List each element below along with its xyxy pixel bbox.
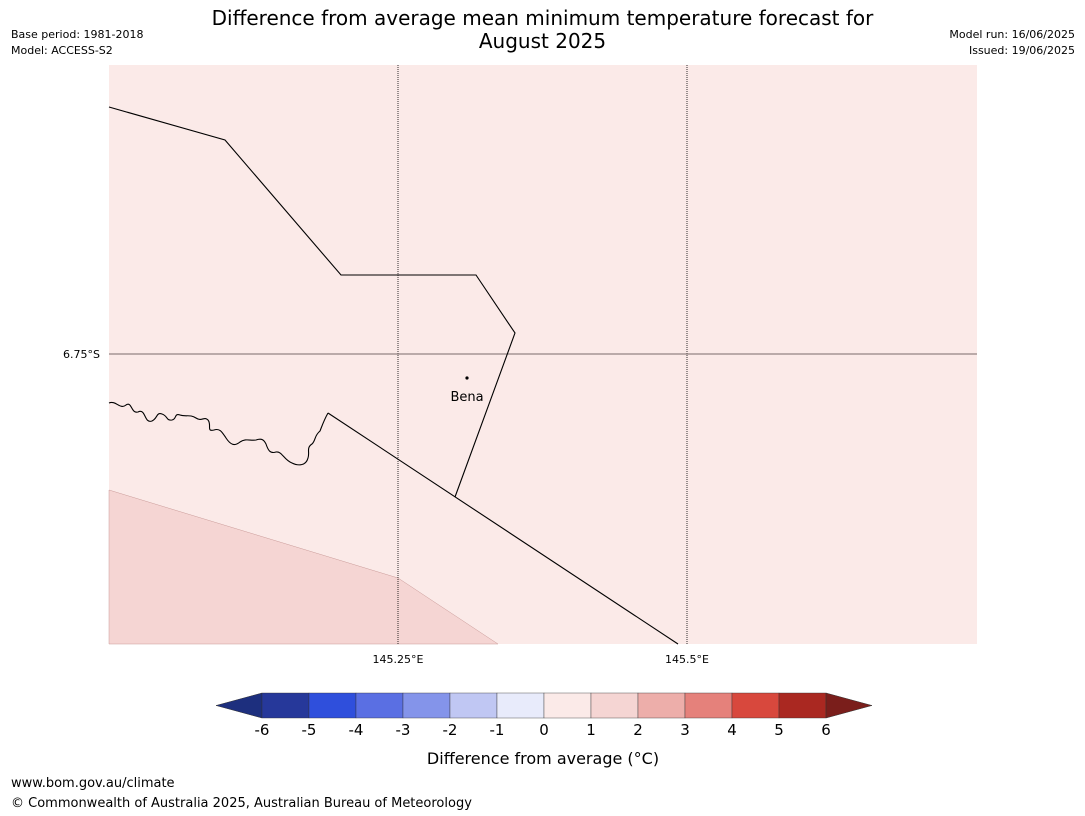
colorbar-swatch (590, 692, 639, 719)
model-run: Model run: 16/06/2025 (949, 28, 1075, 41)
footer-copyright: © Commonwealth of Australia 2025, Austra… (11, 796, 472, 811)
colorbar-swatch (402, 692, 451, 719)
colorbar-tick-label: 5 (774, 721, 784, 739)
map-title-line2: August 2025 (478, 29, 607, 53)
colorbar-tick-label: -3 (396, 721, 411, 739)
colorbar-tick-label: -1 (490, 721, 505, 739)
colorbar-extend-high (825, 692, 873, 719)
colorbar-swatch (778, 692, 827, 719)
base-period: Base period: 1981-2018 (11, 28, 144, 41)
colorbar-tick-label: -4 (349, 721, 364, 739)
province-boundary (108, 106, 516, 498)
map-title-line1: Difference from average mean minimum tem… (211, 6, 874, 30)
colorbar-swatch (261, 692, 310, 719)
colorbar-swatch (449, 692, 498, 719)
coastline (108, 401, 329, 466)
colorbar-swatch (637, 692, 686, 719)
lat-label: 6.75°S (63, 348, 100, 361)
colorbar-label: Difference from average (°C) (427, 749, 659, 768)
colorbar-tick-label: 1 (586, 721, 596, 739)
issued-date: Issued: 19/06/2025 (968, 44, 1075, 57)
colorbar-tick-label: 3 (680, 721, 690, 739)
colorbar-swatch (355, 692, 404, 719)
place-label-bena: Bena (450, 390, 483, 405)
colorbar-extend-low (215, 692, 263, 719)
colorbar-swatch (731, 692, 780, 719)
colorbar-swatch (496, 692, 545, 719)
colorbar-tick-label: 0 (539, 721, 549, 739)
forecast-map: Bena 6.75°S 145.25°E 145.5°E (63, 65, 977, 666)
lon-label-145-25: 145.25°E (373, 653, 424, 666)
colorbar-tick-label: 4 (727, 721, 737, 739)
colorbar-swatch (543, 692, 592, 719)
model-name: Model: ACCESS-S2 (11, 44, 113, 57)
colorbar-swatch (684, 692, 733, 719)
province-boundary-south (327, 412, 679, 645)
place-marker-bena (465, 376, 469, 380)
map-title: Difference from average mean minimum tem… (180, 7, 905, 53)
colorbar-tick-label: -6 (255, 721, 270, 739)
colorbar-tick-label: 6 (821, 721, 831, 739)
lon-label-145-5: 145.5°E (665, 653, 709, 666)
colorbar-tick-label: -5 (302, 721, 317, 739)
anomaly-band-1-to-2 (108, 489, 499, 645)
footer-url[interactable]: www.bom.gov.au/climate (11, 776, 175, 791)
colorbar-tick-label: 2 (633, 721, 643, 739)
colorbar-swatch (308, 692, 357, 719)
colorbar-tick-label: -2 (443, 721, 458, 739)
